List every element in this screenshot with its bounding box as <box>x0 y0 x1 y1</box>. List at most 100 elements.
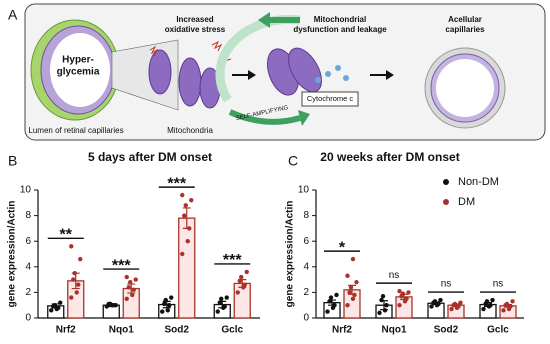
acellular-lumen <box>436 59 494 117</box>
significance-label: ns <box>441 279 452 290</box>
loop-arrowhead <box>258 12 270 28</box>
legend-marker <box>443 179 449 185</box>
data-point <box>382 308 388 313</box>
diagram-label: Increased <box>176 15 213 24</box>
legend-label: Non-DM <box>458 176 499 188</box>
data-point <box>224 295 229 300</box>
data-point <box>126 285 131 290</box>
diagram-label: glycemia <box>57 67 100 78</box>
data-point <box>52 303 57 308</box>
data-point <box>397 288 402 294</box>
mitochondrion <box>178 57 202 107</box>
data-point <box>481 306 486 312</box>
data-point <box>345 273 350 278</box>
significance-label: *** <box>112 257 131 274</box>
data-point <box>488 303 493 308</box>
arrowhead <box>386 70 394 80</box>
data-point <box>58 300 63 305</box>
data-point <box>325 309 330 314</box>
loop-arrow <box>228 109 301 125</box>
data-point <box>187 226 192 231</box>
data-point <box>504 301 510 307</box>
y-tick-label: 6 <box>303 236 309 247</box>
x-tick-label: Gclc <box>487 325 509 336</box>
ros-spark <box>211 40 223 52</box>
data-point <box>397 303 402 308</box>
data-point <box>239 274 244 280</box>
y-tick-label: 10 <box>298 185 310 196</box>
data-point <box>169 295 174 300</box>
data-point <box>162 301 167 307</box>
chart-title: 5 days after DM onset <box>88 150 212 164</box>
x-tick-label: Nqo1 <box>109 325 134 336</box>
data-point <box>78 256 83 262</box>
data-point <box>332 303 337 308</box>
data-point <box>180 192 185 198</box>
legend-marker <box>443 199 449 205</box>
data-point <box>124 274 129 280</box>
data-point <box>384 303 389 308</box>
legend-label: DM <box>458 196 475 208</box>
y-tick-label: 2 <box>25 287 31 298</box>
data-point <box>456 304 461 309</box>
significance-label: * <box>339 239 346 256</box>
data-point <box>69 295 74 300</box>
panel-label: A <box>8 7 18 23</box>
cyt-dot <box>315 77 321 83</box>
significance-label: ns <box>493 279 504 290</box>
x-tick-label: Sod2 <box>434 325 459 336</box>
y-tick-label: 8 <box>303 210 309 221</box>
y-axis-label: gene expression/Actin <box>285 201 296 308</box>
data-point <box>72 271 77 276</box>
diagram-label: Mitochondria <box>167 126 213 135</box>
data-point <box>406 290 411 295</box>
data-point <box>237 278 242 284</box>
significance-label: *** <box>167 175 186 192</box>
data-point <box>130 292 135 298</box>
data-point <box>222 304 227 309</box>
data-point <box>400 291 406 296</box>
x-tick-label: Nqo1 <box>382 325 407 336</box>
data-point <box>508 304 513 309</box>
data-point <box>235 290 240 295</box>
data-point <box>328 295 334 300</box>
data-point <box>244 269 249 275</box>
data-point <box>452 301 458 307</box>
x-tick-label: Sod2 <box>165 325 190 336</box>
data-point <box>163 297 168 303</box>
data-point <box>217 300 222 305</box>
data-point <box>490 297 495 303</box>
data-point <box>354 279 359 285</box>
data-point <box>345 303 350 308</box>
y-tick-label: 4 <box>25 261 31 272</box>
data-point <box>182 213 187 218</box>
data-point <box>183 203 188 208</box>
data-point <box>501 308 506 313</box>
data-point <box>432 299 438 304</box>
cytochrome-box <box>301 91 359 107</box>
data-point <box>458 300 463 305</box>
data-point <box>404 296 409 301</box>
data-point <box>160 309 165 314</box>
x-tick-label: Nrf2 <box>332 325 352 336</box>
loop-arrowhead <box>298 110 310 126</box>
data-point <box>74 290 79 295</box>
data-point <box>449 306 454 312</box>
diagram-label: Cytochrome c <box>307 94 354 103</box>
y-tick-label: 10 <box>20 185 32 196</box>
data-point <box>133 277 138 282</box>
diagram-label: capillaries <box>445 25 485 34</box>
significance-label: *** <box>223 252 242 269</box>
cyt-dot <box>343 75 349 81</box>
y-tick-label: 0 <box>303 313 309 324</box>
data-point <box>180 251 185 257</box>
data-point <box>185 239 190 244</box>
data-point <box>348 285 354 290</box>
mitochondrion <box>288 47 322 93</box>
vessel-lumen <box>50 33 110 107</box>
bar <box>178 217 196 319</box>
data-point <box>334 292 339 298</box>
data-point <box>350 256 356 262</box>
data-point <box>352 292 357 298</box>
